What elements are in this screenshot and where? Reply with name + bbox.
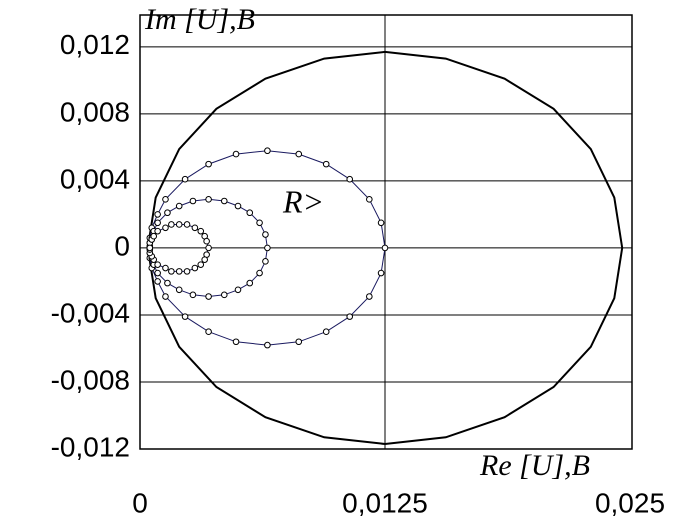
- marker: [264, 244, 271, 252]
- marker: [256, 219, 263, 227]
- x-axis-label: Re [U],B: [479, 449, 590, 482]
- marker: [189, 291, 197, 299]
- y-tick-label: 0: [114, 230, 130, 261]
- marker: [175, 202, 183, 210]
- marker: [234, 286, 242, 294]
- marker: [183, 268, 191, 275]
- marker: [154, 227, 161, 235]
- marker: [366, 293, 373, 300]
- marker: [246, 279, 254, 287]
- y-tick-label: -0,012: [51, 431, 130, 462]
- x-tick-label: 0,0125: [342, 487, 428, 518]
- marker: [295, 150, 303, 158]
- marker: [232, 150, 240, 158]
- marker: [377, 219, 385, 227]
- y-tick-label: 0,008: [60, 96, 130, 127]
- marker: [154, 219, 161, 227]
- marker: [220, 291, 228, 299]
- y-tick-label: -0,008: [51, 364, 130, 395]
- marker: [220, 197, 228, 205]
- marker: [162, 224, 169, 232]
- marker: [154, 261, 161, 268]
- marker: [197, 261, 205, 268]
- marker: [168, 268, 175, 275]
- annotation: R>: [282, 183, 324, 219]
- marker: [164, 209, 171, 217]
- marker: [205, 293, 212, 300]
- marker: [262, 231, 269, 238]
- marker: [246, 209, 254, 217]
- y-axis-label: Im [U],B: [144, 3, 255, 36]
- marker: [154, 269, 161, 277]
- marker: [164, 279, 171, 287]
- marker: [150, 232, 158, 240]
- marker: [234, 202, 242, 210]
- marker: [175, 221, 183, 228]
- marker: [175, 286, 183, 294]
- marker: [256, 269, 263, 277]
- marker: [146, 244, 154, 252]
- marker: [154, 211, 161, 218]
- marker: [205, 196, 212, 203]
- marker: [264, 341, 271, 349]
- marker: [322, 160, 330, 168]
- marker: [162, 196, 169, 203]
- marker: [205, 328, 212, 336]
- marker: [346, 175, 354, 183]
- y-tick-label: -0,004: [51, 297, 130, 328]
- marker: [162, 293, 169, 300]
- marker: [322, 328, 330, 336]
- marker: [191, 224, 199, 232]
- marker: [168, 221, 175, 228]
- marker: [295, 338, 303, 346]
- marker: [183, 221, 191, 228]
- y-tick-label: 0,004: [60, 163, 130, 194]
- x-tick-label: 0,025: [595, 487, 665, 518]
- marker: [181, 175, 189, 183]
- marker: [205, 160, 212, 168]
- marker: [262, 258, 269, 265]
- marker: [197, 227, 205, 235]
- marker: [201, 256, 208, 263]
- marker: [191, 264, 199, 272]
- marker: [162, 264, 169, 272]
- marker: [264, 147, 271, 155]
- marker: [189, 197, 197, 205]
- y-tick-label: 0,012: [60, 29, 130, 60]
- marker: [203, 237, 210, 245]
- marker: [181, 313, 189, 320]
- marker: [232, 338, 240, 346]
- x-tick-label: 0: [132, 487, 148, 518]
- marker: [377, 269, 385, 277]
- marker: [381, 244, 389, 252]
- marker: [175, 268, 183, 275]
- marker: [346, 313, 354, 320]
- marker: [205, 244, 212, 252]
- marker: [154, 278, 161, 285]
- marker: [366, 196, 373, 203]
